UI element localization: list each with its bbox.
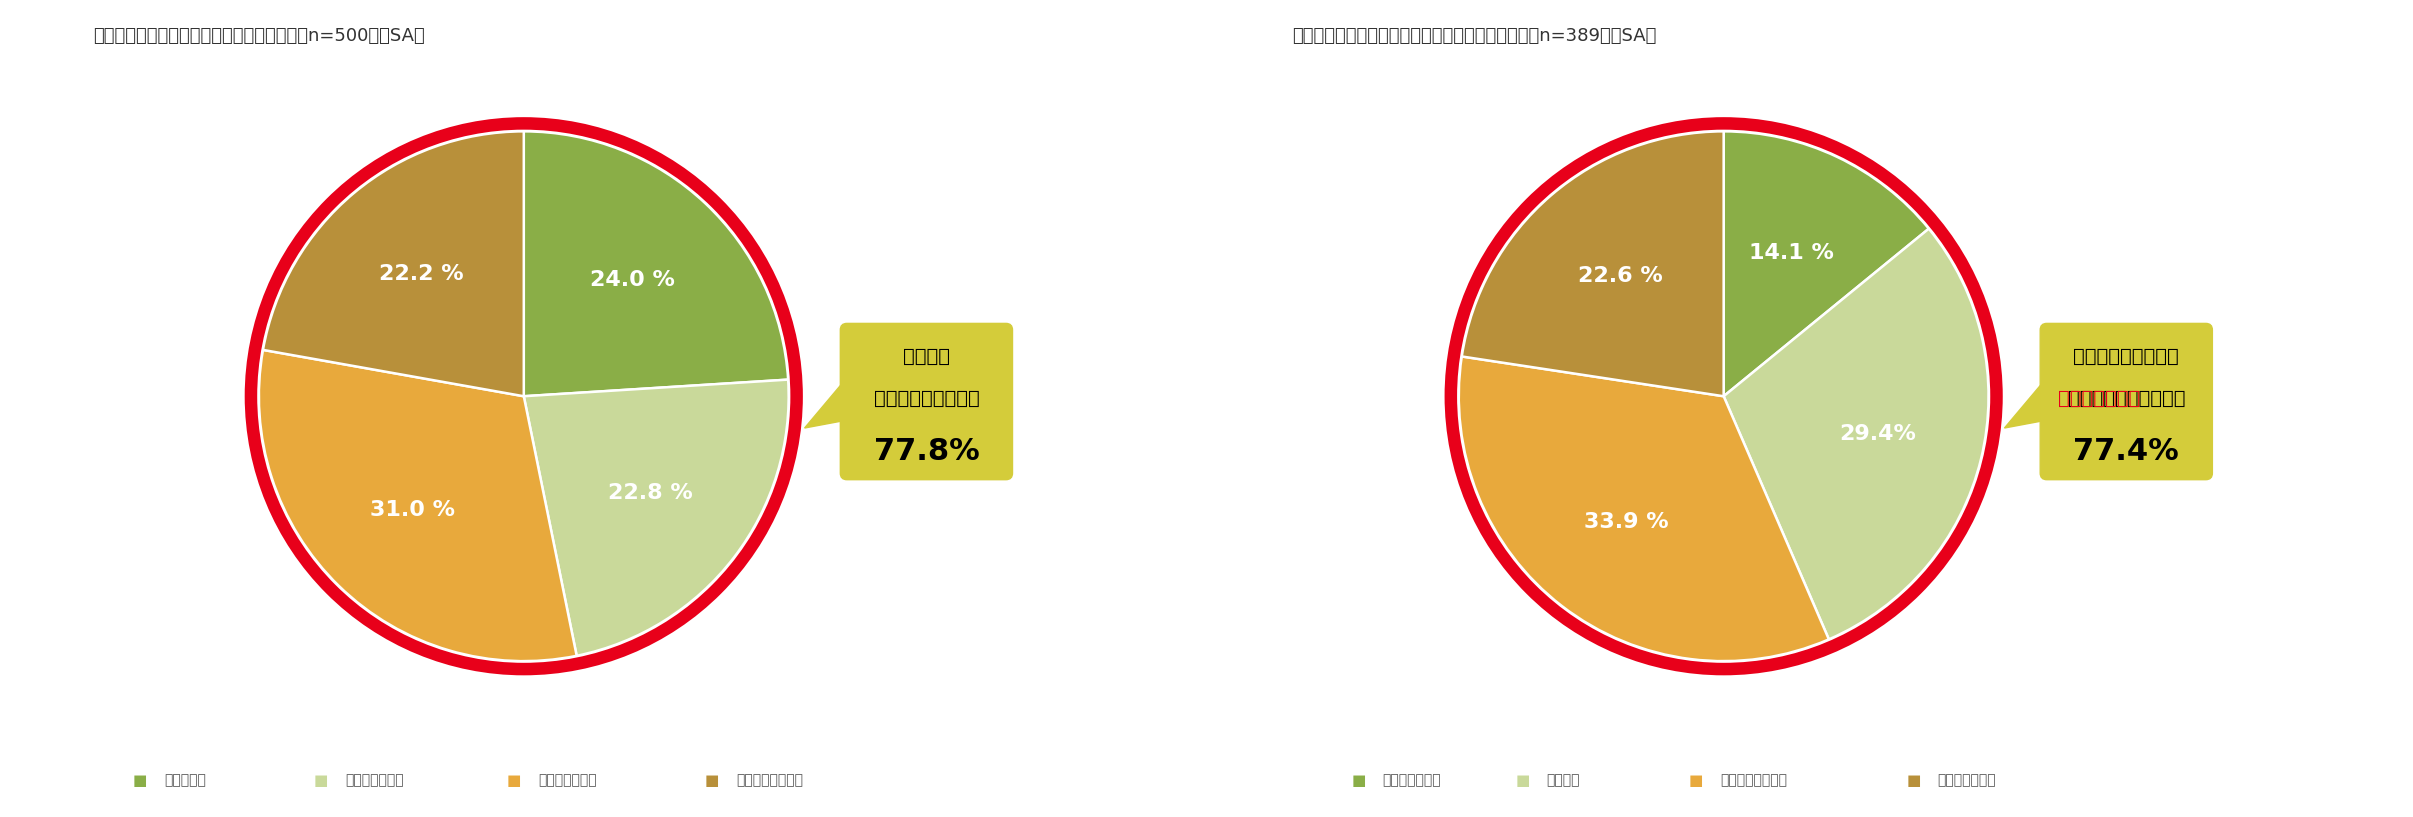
Text: ■: ■ — [133, 773, 147, 788]
Text: ■: ■ — [705, 773, 719, 788]
FancyBboxPatch shape — [840, 324, 1013, 480]
Text: 毎年、夏バテを感じる時期は早まっていますか？（n=389）（SA）: 毎年、夏バテを感じる時期は早まっていますか？（n=389）（SA） — [1293, 26, 1658, 44]
Wedge shape — [1723, 132, 1928, 396]
Text: そうは思わない: そうは思わない — [1938, 773, 1996, 788]
Text: そう思う: そう思う — [1547, 773, 1581, 788]
Text: 29.4%: 29.4% — [1839, 424, 1916, 444]
Text: ときどき感じる: ときどき感じる — [538, 773, 596, 788]
Wedge shape — [524, 132, 789, 396]
Wedge shape — [1723, 229, 1988, 640]
Text: ■: ■ — [1689, 773, 1704, 788]
Text: 14.1 %: 14.1 % — [1749, 243, 1834, 262]
Wedge shape — [263, 132, 524, 396]
Text: ほぼ毎年感じる: ほぼ毎年感じる — [345, 773, 403, 788]
Text: 毎年感じる: 毎年感じる — [164, 773, 205, 788]
Text: ■: ■ — [507, 773, 521, 788]
Text: 早くなっている: 早くなっている — [2058, 390, 2140, 408]
Text: 33.9 %: 33.9 % — [1585, 512, 1670, 532]
FancyBboxPatch shape — [2041, 324, 2213, 480]
Text: 感じることがある人: 感じることがある人 — [874, 390, 980, 408]
Text: ■: ■ — [1906, 773, 1921, 788]
Text: 24.0 %: 24.0 % — [591, 270, 676, 290]
Text: 22.8 %: 22.8 % — [608, 483, 693, 503]
Text: 早くなっていると思う: 早くなっていると思う — [2068, 390, 2186, 408]
Text: 毎年、夏バテを感じることはありますか？（n=500）（SA）: 毎年、夏バテを感じることはありますか？（n=500）（SA） — [94, 26, 425, 44]
Text: 非常にそう思う: 非常にそう思う — [1383, 773, 1441, 788]
Text: 77.4%: 77.4% — [2073, 437, 2179, 467]
Text: 夏バテを感じる時期: 夏バテを感じる時期 — [2073, 347, 2179, 366]
Text: 夏バテを: 夏バテを — [902, 347, 951, 366]
Polygon shape — [2005, 377, 2046, 428]
Text: 22.6 %: 22.6 % — [1578, 266, 1663, 286]
Text: ■: ■ — [1515, 773, 1530, 788]
Text: 31.0 %: 31.0 % — [369, 500, 456, 520]
Text: ■: ■ — [314, 773, 328, 788]
Wedge shape — [1462, 132, 1723, 396]
Wedge shape — [524, 380, 789, 656]
Wedge shape — [1460, 356, 1829, 661]
Text: まったく感じない: まったく感じない — [736, 773, 804, 788]
Text: 22.2 %: 22.2 % — [379, 265, 463, 284]
Text: 77.8%: 77.8% — [874, 437, 980, 467]
Text: ときどきそう思う: ときどきそう思う — [1720, 773, 1788, 788]
Polygon shape — [804, 377, 847, 428]
Text: ■: ■ — [1351, 773, 1366, 788]
Wedge shape — [258, 350, 577, 661]
